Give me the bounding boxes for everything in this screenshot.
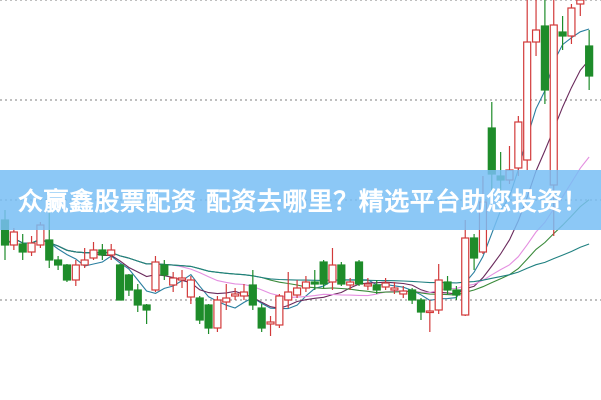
candle-down bbox=[319, 261, 328, 285]
candle-up bbox=[346, 281, 355, 286]
candle-down bbox=[558, 31, 567, 37]
candle-up bbox=[576, 0, 585, 5]
candle-up bbox=[363, 283, 372, 287]
candle-up bbox=[434, 279, 443, 311]
candle-up bbox=[177, 277, 187, 281]
candle-up bbox=[231, 293, 240, 297]
banner-title: 众赢鑫股票配资 配资去哪里？精选平台助您投资！ bbox=[18, 187, 589, 216]
candle-down bbox=[540, 25, 549, 91]
candle-up bbox=[27, 242, 36, 253]
candle-up bbox=[381, 282, 390, 288]
candle-down bbox=[310, 281, 319, 285]
candle-up bbox=[531, 29, 541, 43]
candle-up bbox=[328, 264, 337, 283]
candle-down bbox=[18, 243, 27, 253]
candle-up bbox=[399, 290, 408, 295]
candle-down bbox=[54, 259, 63, 266]
candle-down bbox=[416, 299, 426, 313]
candle-up bbox=[425, 310, 434, 314]
candle-down bbox=[487, 127, 496, 175]
candle-up bbox=[549, 24, 558, 186]
candle-down bbox=[45, 239, 54, 261]
candle-down bbox=[443, 281, 452, 291]
candle-down bbox=[354, 261, 364, 285]
candle-down bbox=[257, 307, 266, 329]
candle-up bbox=[107, 249, 116, 256]
candle-down bbox=[469, 237, 479, 259]
candle-down bbox=[124, 274, 134, 291]
candle-up bbox=[266, 321, 275, 325]
candle-down bbox=[195, 297, 204, 321]
candle-up bbox=[213, 299, 222, 329]
ma60-line bbox=[4, 237, 590, 284]
candle-up bbox=[390, 287, 399, 291]
candle-down bbox=[133, 289, 142, 306]
candle-up bbox=[169, 277, 178, 286]
candle-up bbox=[71, 264, 80, 281]
candle-down bbox=[585, 45, 594, 77]
candle-up bbox=[292, 287, 302, 296]
candle-down bbox=[115, 264, 125, 301]
candle-up bbox=[151, 261, 160, 291]
candle-up bbox=[284, 291, 293, 301]
candle-down bbox=[248, 284, 257, 306]
candle-up bbox=[461, 237, 470, 316]
ma5-line bbox=[4, 28, 590, 310]
candle-up bbox=[567, 7, 576, 37]
candle-down bbox=[337, 264, 346, 285]
candle-down bbox=[408, 289, 417, 301]
candle-down bbox=[372, 284, 381, 291]
candle-down bbox=[452, 289, 461, 296]
candle-up bbox=[523, 41, 532, 161]
candle-up bbox=[9, 231, 18, 246]
candle-down bbox=[62, 264, 72, 281]
candle-down bbox=[160, 264, 169, 276]
candle-up bbox=[80, 259, 89, 266]
candle-up bbox=[301, 281, 311, 289]
candle-up bbox=[514, 121, 523, 169]
candle-down bbox=[98, 249, 107, 256]
candle-up bbox=[239, 291, 249, 297]
title-banner: 众赢鑫股票配资 配资去哪里？精选平台助您投资！ bbox=[0, 170, 601, 230]
candle-up bbox=[275, 295, 284, 326]
candle-down bbox=[142, 304, 151, 311]
candle-up bbox=[89, 249, 98, 259]
candle-up bbox=[186, 279, 195, 298]
candle-down bbox=[204, 304, 213, 329]
candle-up bbox=[222, 297, 231, 303]
